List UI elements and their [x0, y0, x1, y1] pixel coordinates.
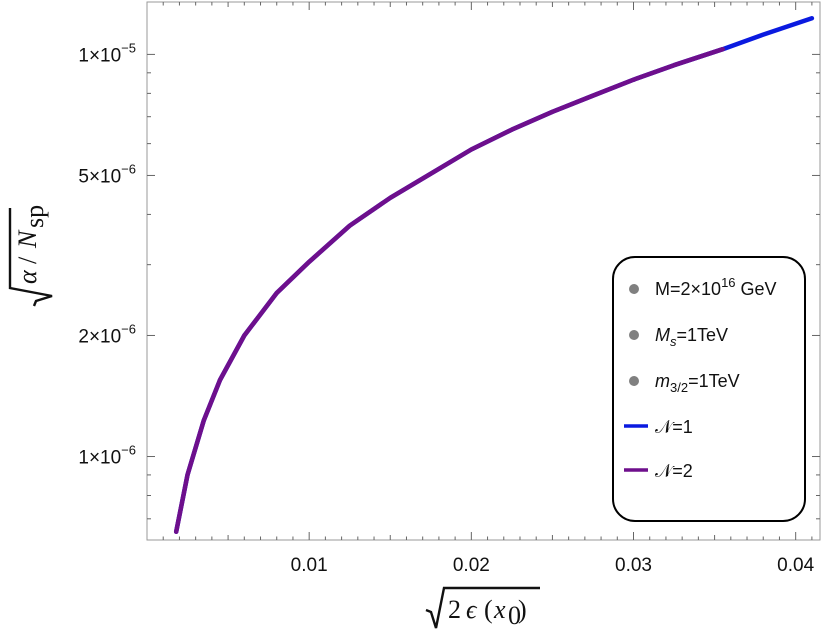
y-label-alpha: α	[13, 269, 42, 284]
legend-point-marker	[629, 330, 639, 340]
legend-line-label: 𝒩=1	[655, 417, 693, 437]
y-label-sub: sp	[20, 205, 49, 228]
y-label-n: N	[13, 229, 42, 249]
y-axis-label: α / N sp	[8, 205, 53, 307]
x-label-sub: 0	[508, 601, 521, 630]
y-tick-labels: 1×10−6 2×10−6 5×10−6 1×10−5	[78, 40, 136, 468]
legend-point-label: Ms=1TeV	[655, 325, 728, 349]
x-tick-label: 0.04	[777, 555, 814, 576]
legend-point-marker	[629, 376, 639, 386]
legend-point-label: M=2×1016 GeV	[655, 275, 777, 299]
x-label-x: x	[493, 595, 506, 624]
legend-line-label: 𝒩=2	[655, 461, 693, 481]
y-tick-label: 2×10−6	[78, 321, 136, 347]
x-tick-label: 0.02	[453, 555, 490, 576]
x-tick-label: 0.01	[291, 555, 328, 576]
x-label-radical	[425, 586, 540, 629]
x-label-epsilon: ϵ	[466, 595, 478, 624]
x-label-paren-open: (	[484, 595, 493, 624]
x-label-two: 2	[448, 595, 461, 624]
legend-box	[612, 256, 806, 522]
x-tick-label: 0.03	[615, 555, 652, 576]
x-axis-label: 2 ϵ ( x 0 )	[425, 586, 540, 630]
tick-marks	[147, 2, 820, 540]
legend-point-label: m3/2=1TeV	[655, 371, 740, 395]
plot-frame	[146, 1, 821, 541]
x-label-paren-close: )	[518, 595, 527, 624]
y-label-radical	[8, 208, 53, 307]
y-tick-label: 1×10−6	[78, 443, 136, 469]
legend-point-marker	[629, 284, 639, 294]
x-tick-labels: 0.01 0.02 0.03 0.04	[291, 555, 815, 576]
y-tick-label: 1×10−5	[78, 40, 136, 66]
y-label-slash: /	[13, 256, 42, 264]
y-tick-label: 5×10−6	[78, 161, 136, 187]
series-line-2	[173, 46, 725, 534]
legend: M=2×1016 GeV Ms=1TeV m3/2=1TeV 𝒩=1 𝒩=2	[612, 256, 806, 522]
series-lines	[173, 16, 815, 534]
